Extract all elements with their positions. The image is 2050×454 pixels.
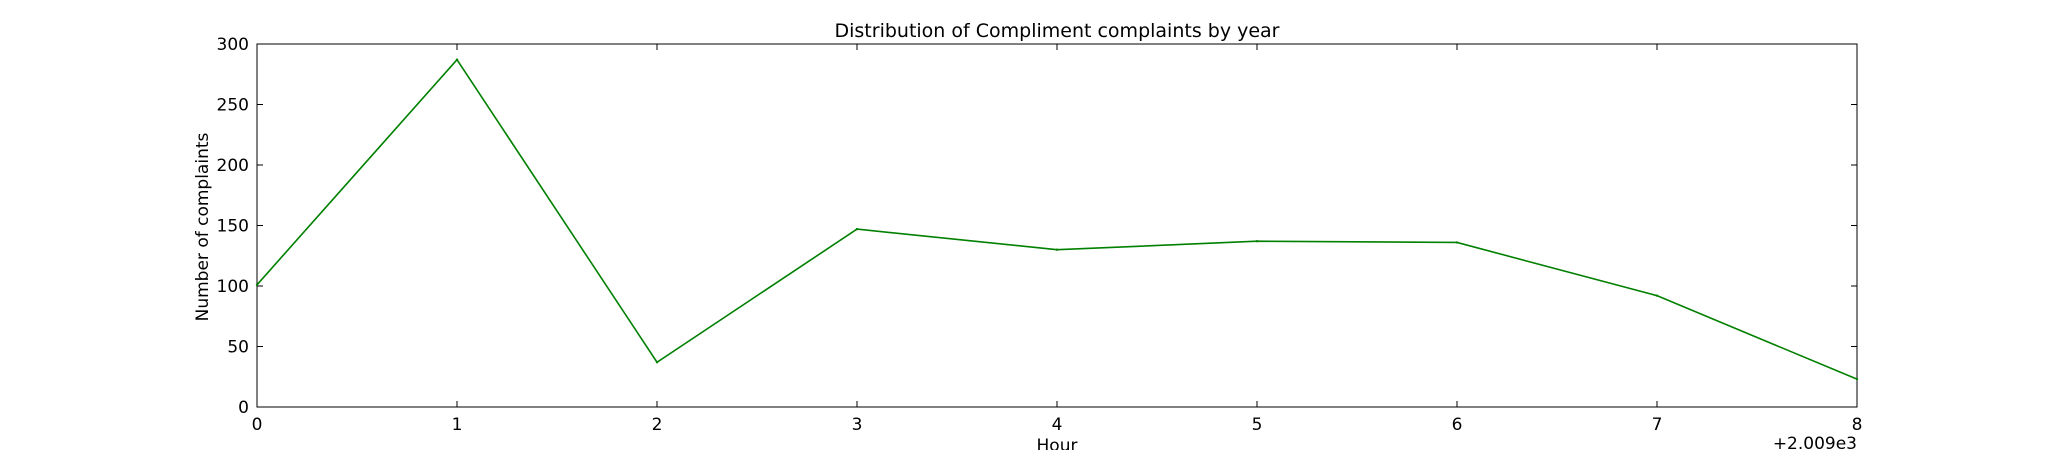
x-tick-label: 5 — [1252, 415, 1263, 435]
x-tick-label: 6 — [1452, 415, 1463, 435]
x-tick-label: 1 — [452, 415, 463, 435]
y-tick-label: 50 — [227, 338, 249, 358]
x-tick-label: 2 — [652, 415, 663, 435]
data-point — [455, 58, 459, 61]
y-tick-label: 100 — [217, 277, 249, 297]
x-axis-label: Hour — [1037, 436, 1078, 450]
data-point — [855, 227, 859, 231]
data-point — [1655, 294, 1659, 297]
plot-area: 0 1 2 3 4 5 6 7 8 0 50 100 150 200 250 300 — [217, 35, 1863, 435]
data-point — [1255, 240, 1259, 243]
y-tick-label: 300 — [217, 35, 249, 55]
series-line — [256, 58, 1858, 380]
y-tick-label: 250 — [217, 96, 249, 116]
data-point — [1455, 241, 1459, 244]
data-point — [255, 283, 259, 286]
chart-title: Distribution of Compliment complaints by… — [835, 20, 1280, 42]
x-tick-label: 8 — [1852, 415, 1863, 435]
data-point — [655, 361, 659, 364]
x-axis-offset-label: +2.009e3 — [1773, 434, 1857, 450]
y-tick-label: 200 — [217, 156, 249, 176]
y-tick-label: 0 — [238, 398, 249, 418]
y-axis-label: Number of complaints — [193, 132, 213, 321]
x-tick-label: 0 — [252, 415, 263, 435]
data-point — [1855, 377, 1859, 381]
x-tick-label: 3 — [852, 415, 863, 435]
plot-frame — [256, 43, 1858, 408]
data-point — [1055, 248, 1059, 251]
y-tick-label: 150 — [217, 217, 249, 237]
x-tick-label: 4 — [1052, 415, 1063, 435]
x-tick-label: 7 — [1652, 415, 1663, 435]
